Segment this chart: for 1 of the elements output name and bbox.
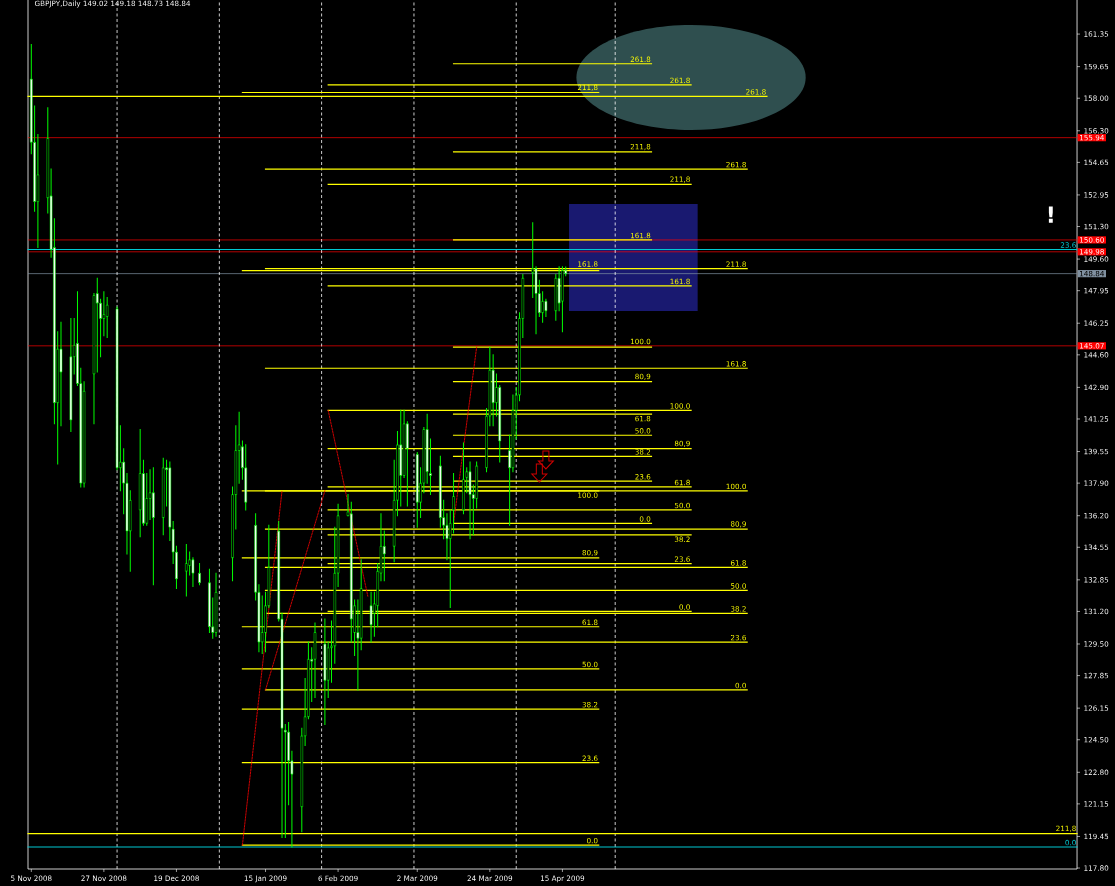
annotation: ! (1048, 206, 1053, 223)
